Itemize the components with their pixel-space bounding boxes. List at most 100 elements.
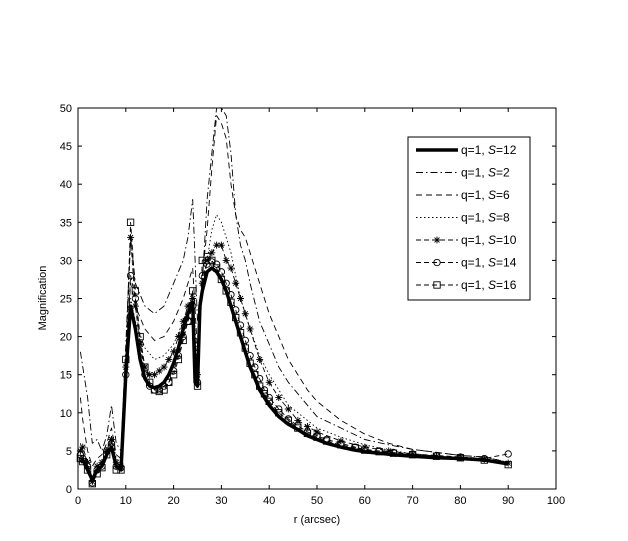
- series-layer: [76, 107, 512, 488]
- y-tick-label: 15: [60, 370, 72, 382]
- data-point: [237, 295, 245, 302]
- data-point: [246, 325, 254, 333]
- data-point: [136, 340, 144, 348]
- x-tick-label: 10: [120, 495, 132, 507]
- data-point: [131, 294, 140, 303]
- data-point: [184, 302, 192, 310]
- data-point: [275, 394, 283, 402]
- legend-label: q=1, S=6: [461, 188, 510, 202]
- legend-marker: [433, 236, 441, 244]
- legend-marker: [433, 258, 441, 267]
- x-tick-label: 100: [547, 495, 565, 507]
- data-point: [155, 367, 163, 375]
- data-point: [76, 447, 84, 455]
- legend-marker: [433, 281, 441, 289]
- data-point: [409, 450, 417, 458]
- x-axis-title: r (arcsec): [294, 514, 340, 526]
- data-point: [227, 264, 235, 272]
- data-point: [155, 387, 163, 396]
- series-line: [80, 261, 509, 484]
- y-tick-label: 50: [60, 103, 72, 115]
- data-point: [232, 279, 240, 287]
- data-point: [208, 256, 216, 265]
- data-point: [189, 295, 197, 302]
- y-tick-label: 35: [60, 217, 72, 229]
- y-tick-label: 5: [66, 446, 72, 458]
- data-point: [126, 271, 135, 280]
- y-tick-label: 40: [60, 179, 72, 191]
- data-point: [222, 256, 230, 264]
- x-tick-label: 30: [215, 495, 227, 507]
- data-point: [150, 371, 158, 379]
- data-point: [160, 386, 168, 394]
- data-point: [256, 355, 264, 363]
- x-tick-label: 90: [502, 495, 514, 507]
- y-tick-label: 10: [60, 408, 72, 420]
- series-line: [79, 266, 509, 482]
- data-point: [165, 355, 173, 363]
- legend: q=1, S=12 q=1, S=2 q=1, S=6 q=1, S=8 q=1, S=…: [407, 136, 531, 301]
- data-point: [170, 348, 178, 356]
- data-point: [203, 256, 211, 264]
- data-point: [93, 462, 101, 470]
- data-point: [241, 310, 249, 318]
- x-tick-label: 20: [167, 495, 179, 507]
- data-point: [76, 451, 85, 459]
- series-line: [79, 107, 509, 463]
- series-dash-dot: [79, 107, 509, 463]
- data-point: [179, 317, 187, 325]
- data-point: [127, 234, 135, 242]
- series-dashed: [79, 115, 509, 467]
- data-point: [131, 302, 139, 310]
- legend-label: q=1, S=10: [461, 233, 517, 247]
- x-tick-label: 60: [359, 495, 371, 507]
- series-thick-solid: [79, 266, 509, 482]
- y-axis-title: Magnification: [37, 266, 49, 331]
- x-tick-label: 80: [454, 495, 466, 507]
- data-point: [208, 249, 216, 257]
- x-tick-label: 0: [75, 495, 81, 507]
- data-point: [337, 437, 345, 445]
- legend-label: q=1, S=16: [461, 278, 517, 292]
- y-tick-label: 0: [66, 484, 72, 496]
- legend-label: q=1, S=14: [461, 256, 517, 270]
- legend-label: q=1, S=8: [461, 211, 510, 225]
- data-point: [79, 443, 87, 451]
- data-point: [212, 260, 221, 268]
- data-point: [213, 241, 221, 249]
- data-point: [385, 447, 393, 455]
- data-point: [189, 287, 197, 295]
- series-line: [79, 115, 509, 467]
- data-point: [131, 287, 140, 295]
- data-point: [126, 218, 135, 226]
- data-point: [284, 405, 292, 413]
- data-point: [107, 435, 115, 443]
- x-tick-label: 50: [311, 495, 323, 507]
- legend-label: q=1, S=12: [461, 143, 517, 157]
- y-tick-label: 25: [60, 294, 72, 306]
- legend-label: q=1, S=2: [461, 166, 510, 180]
- data-point: [313, 428, 321, 436]
- data-point: [203, 260, 211, 268]
- y-tick-label: 30: [60, 255, 72, 267]
- data-point: [198, 279, 206, 287]
- data-point: [198, 256, 206, 265]
- data-point: [146, 371, 154, 379]
- data-point: [217, 241, 225, 249]
- y-tick-label: 45: [60, 141, 72, 153]
- data-point: [294, 416, 302, 424]
- data-point: [504, 450, 512, 458]
- data-point: [84, 458, 92, 466]
- data-point: [174, 333, 182, 341]
- ticks-layer: 0 10 20 30 40 50 60 70 80 90 100 0 5 10 15 20 25 30 35 40 45…: [60, 103, 565, 507]
- series-line: [80, 221, 509, 485]
- x-tick-label: 40: [263, 495, 275, 507]
- x-tick-label: 70: [406, 495, 418, 507]
- legend-box: [407, 136, 531, 301]
- y-tick-label: 20: [60, 332, 72, 344]
- data-point: [303, 423, 311, 431]
- data-point: [265, 378, 273, 386]
- data-point: [203, 252, 211, 261]
- data-point: [160, 363, 168, 371]
